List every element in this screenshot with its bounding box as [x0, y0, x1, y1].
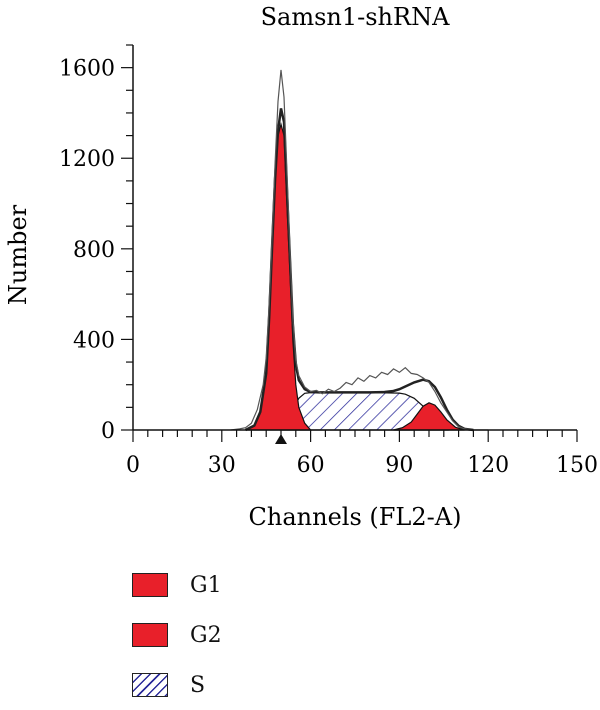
- y-tick-label: 1200: [59, 147, 115, 172]
- series-area-g2: [393, 402, 465, 431]
- legend: G1 G2 S: [132, 560, 222, 710]
- legend-item-s: S: [132, 660, 222, 710]
- legend-item-g2: G2: [132, 610, 222, 660]
- x-tick-label: 90: [385, 453, 413, 478]
- legend-swatch-s: [132, 673, 168, 697]
- histogram-chart: Samsn1-shRNA 0 30 60 90 120 150 0 400 800 1200 160…: [4, 3, 598, 531]
- y-axis-label: Number: [4, 204, 32, 305]
- x-tick-label: 0: [126, 453, 140, 478]
- plot-area: [230, 69, 489, 432]
- chart-title: Samsn1-shRNA: [261, 3, 451, 31]
- y-tick-label: 0: [101, 419, 115, 444]
- legend-label-s: S: [190, 672, 206, 698]
- x-axis-label: Channels (FL2-A): [249, 503, 462, 531]
- y-tick-label: 800: [73, 238, 115, 263]
- x-tick-label: 120: [467, 453, 509, 478]
- legend-label-g2: G2: [190, 622, 222, 648]
- x-tick-label: 30: [208, 453, 236, 478]
- y-tick-label: 400: [73, 328, 115, 353]
- x-tick-label: 150: [556, 453, 598, 478]
- legend-item-g1: G1: [132, 560, 222, 610]
- axes: 0 30 60 90 120 150 0 400 800 1200 1600: [59, 44, 598, 478]
- y-tick-label: 1600: [59, 57, 115, 82]
- legend-swatch-g1: [132, 573, 168, 597]
- peak-marker-triangle: [275, 434, 287, 444]
- series-line-4: [230, 69, 489, 431]
- legend-swatch-g2: [132, 623, 168, 647]
- legend-label-g1: G1: [190, 572, 222, 598]
- x-tick-label: 60: [297, 453, 325, 478]
